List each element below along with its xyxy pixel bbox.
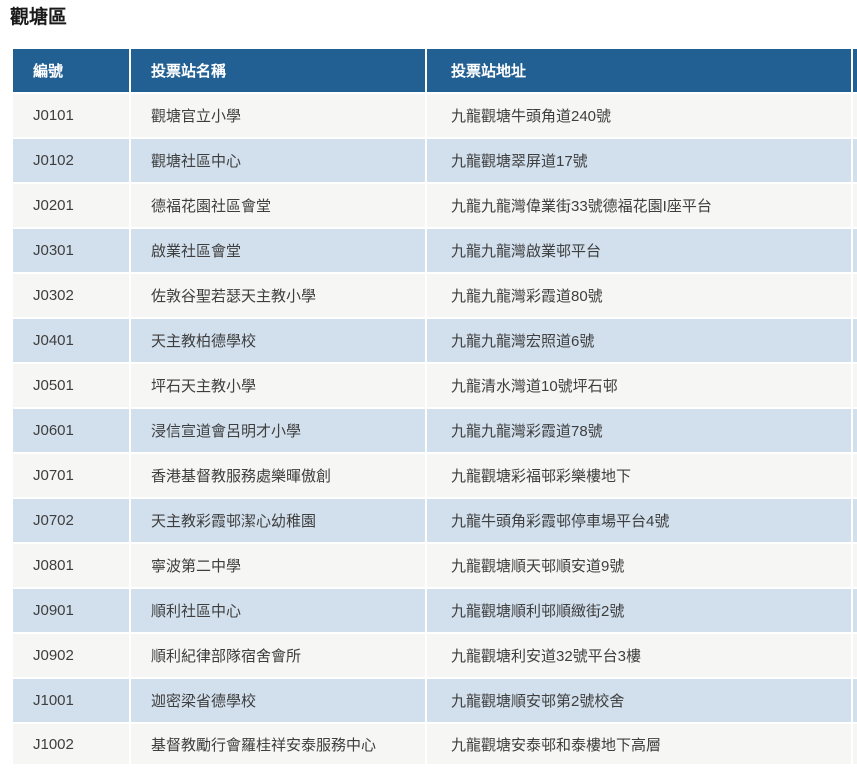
- cell-code: J1001: [13, 679, 131, 724]
- cell-name: 浸信宣道會呂明才小學: [131, 409, 427, 454]
- cell-cutoff: [853, 634, 857, 679]
- cell-code: J1002: [13, 724, 131, 766]
- table-row: J1002 基督教勵行會羅桂祥安泰服務中心 九龍觀塘安泰邨和泰樓地下高層: [13, 724, 857, 766]
- page-title: 觀塘區: [10, 7, 68, 28]
- cell-code: J0201: [13, 184, 131, 229]
- cell-name: 啟業社區會堂: [131, 229, 427, 274]
- table-row: J0601 浸信宣道會呂明才小學 九龍九龍灣彩霞道78號: [13, 409, 857, 454]
- cell-name: 順利社區中心: [131, 589, 427, 634]
- cell-code: J0902: [13, 634, 131, 679]
- cell-code: J0401: [13, 319, 131, 364]
- polling-stations-table-wrap: 編號 投票站名稱 投票站地址 J0101 觀塘官立小學 九龍觀塘牛頭角道240號 J0…: [13, 49, 857, 768]
- cell-cutoff: [853, 274, 857, 319]
- table-row: J1001 迦密梁省德學校 九龍觀塘順安邨第2號校舍: [13, 679, 857, 724]
- cell-address: 九龍九龍灣彩霞道80號: [427, 274, 853, 319]
- cell-code: J0101: [13, 94, 131, 139]
- cell-name: 德福花園社區會堂: [131, 184, 427, 229]
- table-row: J0401 天主教柏德學校 九龍九龍灣宏照道6號: [13, 319, 857, 364]
- cell-address: 九龍觀塘牛頭角道240號: [427, 94, 853, 139]
- cell-code: J0701: [13, 454, 131, 499]
- cell-cutoff: [853, 679, 857, 724]
- table-row: J0702 天主教彩霞邨潔心幼稚園 九龍牛頭角彩霞邨停車場平台4號: [13, 499, 857, 544]
- cell-address: 九龍九龍灣啟業邨平台: [427, 229, 853, 274]
- cell-address: 九龍觀塘順安邨第2號校舍: [427, 679, 853, 724]
- cell-code: J0901: [13, 589, 131, 634]
- cell-cutoff: [853, 454, 857, 499]
- table-row: J0701 香港基督教服務處樂暉傲創 九龍觀塘彩福邨彩樂樓地下: [13, 454, 857, 499]
- cell-cutoff: [853, 364, 857, 409]
- header-row: 編號 投票站名稱 投票站地址: [13, 49, 857, 94]
- cell-code: J0601: [13, 409, 131, 454]
- cell-cutoff: [853, 409, 857, 454]
- cell-cutoff: [853, 319, 857, 364]
- header-cell-cutoff: [853, 49, 857, 94]
- cell-address: 九龍九龍灣偉業街33號德福花園I座平台: [427, 184, 853, 229]
- cell-address: 九龍觀塘順利邨順緻街2號: [427, 589, 853, 634]
- cell-code: J0801: [13, 544, 131, 589]
- header-cell-address: 投票站地址: [427, 49, 853, 94]
- table-row: J0201 德福花園社區會堂 九龍九龍灣偉業街33號德福花園I座平台: [13, 184, 857, 229]
- cell-address: 九龍清水灣道10號坪石邨: [427, 364, 853, 409]
- cell-code: J0301: [13, 229, 131, 274]
- cell-name: 天主教彩霞邨潔心幼稚園: [131, 499, 427, 544]
- cell-name: 天主教柏德學校: [131, 319, 427, 364]
- cell-name: 觀塘社區中心: [131, 139, 427, 184]
- cell-code: J0302: [13, 274, 131, 319]
- table-row: J0301 啟業社區會堂 九龍九龍灣啟業邨平台: [13, 229, 857, 274]
- table-row: J0902 順利紀律部隊宿舍會所 九龍觀塘利安道32號平台3樓: [13, 634, 857, 679]
- cell-name: 基督教勵行會羅桂祥安泰服務中心: [131, 724, 427, 766]
- cell-code: J0501: [13, 364, 131, 409]
- cell-cutoff: [853, 589, 857, 634]
- cell-address: 九龍九龍灣彩霞道78號: [427, 409, 853, 454]
- table-body: J0101 觀塘官立小學 九龍觀塘牛頭角道240號 J0102 觀塘社區中心 九龍觀塘翠屏…: [13, 94, 857, 766]
- table-row: J0901 順利社區中心 九龍觀塘順利邨順緻街2號: [13, 589, 857, 634]
- cell-cutoff: [853, 229, 857, 274]
- cell-address: 九龍觀塘安泰邨和泰樓地下高層: [427, 724, 853, 766]
- cell-name: 香港基督教服務處樂暉傲創: [131, 454, 427, 499]
- cell-address: 九龍觀塘彩福邨彩樂樓地下: [427, 454, 853, 499]
- cell-cutoff: [853, 499, 857, 544]
- cell-address: 九龍九龍灣宏照道6號: [427, 319, 853, 364]
- cell-address: 九龍觀塘翠屏道17號: [427, 139, 853, 184]
- cell-cutoff: [853, 94, 857, 139]
- cell-cutoff: [853, 184, 857, 229]
- cell-cutoff: [853, 544, 857, 589]
- cell-cutoff: [853, 139, 857, 184]
- table-row: J0102 觀塘社區中心 九龍觀塘翠屏道17號: [13, 139, 857, 184]
- table-row: J0101 觀塘官立小學 九龍觀塘牛頭角道240號: [13, 94, 857, 139]
- polling-stations-table: 編號 投票站名稱 投票站地址 J0101 觀塘官立小學 九龍觀塘牛頭角道240號 J0…: [13, 49, 857, 766]
- cell-cutoff: [853, 724, 857, 766]
- cell-address: 九龍觀塘利安道32號平台3樓: [427, 634, 853, 679]
- cell-code: J0702: [13, 499, 131, 544]
- cell-name: 觀塘官立小學: [131, 94, 427, 139]
- header-cell-name: 投票站名稱: [131, 49, 427, 94]
- table-row: J0501 坪石天主教小學 九龍清水灣道10號坪石邨: [13, 364, 857, 409]
- cell-name: 寧波第二中學: [131, 544, 427, 589]
- cell-address: 九龍牛頭角彩霞邨停車場平台4號: [427, 499, 853, 544]
- cell-address: 九龍觀塘順天邨順安道9號: [427, 544, 853, 589]
- cell-name: 坪石天主教小學: [131, 364, 427, 409]
- table-row: J0302 佐敦谷聖若瑟天主教小學 九龍九龍灣彩霞道80號: [13, 274, 857, 319]
- table-row: J0801 寧波第二中學 九龍觀塘順天邨順安道9號: [13, 544, 857, 589]
- cell-name: 順利紀律部隊宿舍會所: [131, 634, 427, 679]
- header-cell-code: 編號: [13, 49, 131, 94]
- cell-name: 佐敦谷聖若瑟天主教小學: [131, 274, 427, 319]
- cell-name: 迦密梁省德學校: [131, 679, 427, 724]
- cell-code: J0102: [13, 139, 131, 184]
